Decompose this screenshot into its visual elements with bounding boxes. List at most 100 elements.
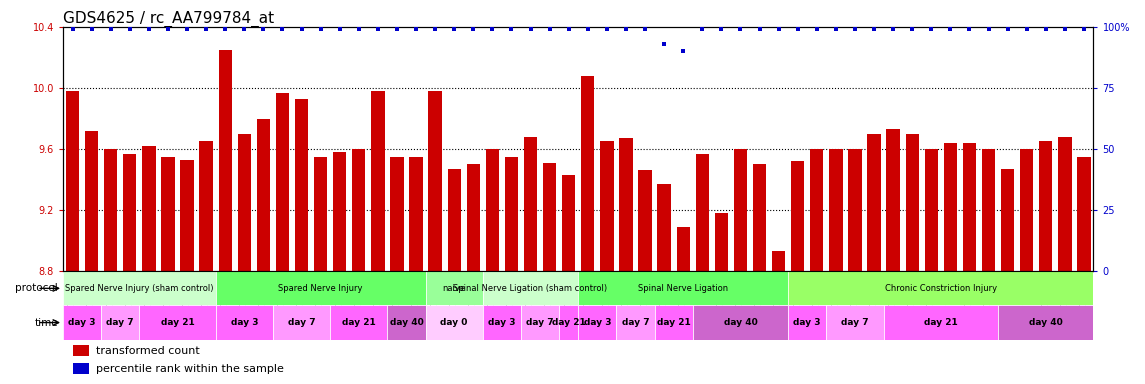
Text: day 40: day 40 [724, 318, 757, 327]
Bar [276, 93, 289, 384]
Text: Spared Nerve Injury (sham control): Spared Nerve Injury (sham control) [65, 284, 214, 293]
Point [750, 26, 768, 32]
Point [120, 26, 139, 32]
FancyBboxPatch shape [827, 305, 884, 340]
Text: percentile rank within the sample: percentile rank within the sample [96, 364, 284, 374]
Point [674, 48, 693, 55]
Bar [448, 169, 460, 384]
Point [846, 26, 864, 32]
Point [1075, 26, 1093, 32]
Point [140, 26, 158, 32]
Text: day 7: day 7 [106, 318, 134, 327]
FancyBboxPatch shape [273, 305, 330, 340]
Point [369, 26, 387, 32]
Text: day 7: day 7 [842, 318, 869, 327]
Bar [734, 149, 747, 384]
Bar [256, 119, 270, 384]
Bar [543, 163, 556, 384]
Text: day 21: day 21 [657, 318, 690, 327]
Bar [524, 137, 537, 384]
Text: day 21: day 21 [160, 318, 195, 327]
Point [503, 26, 521, 32]
Point [521, 26, 539, 32]
Bar [1001, 169, 1014, 384]
Point [483, 26, 502, 32]
Text: day 3: day 3 [488, 318, 515, 327]
Point [388, 26, 406, 32]
Bar [485, 149, 499, 384]
Point [655, 41, 673, 47]
Text: day 40: day 40 [1029, 318, 1063, 327]
FancyBboxPatch shape [330, 305, 387, 340]
Point [903, 26, 922, 32]
Point [426, 26, 444, 32]
Point [578, 26, 597, 32]
Bar [677, 227, 689, 384]
Text: day 3: day 3 [584, 318, 611, 327]
Bar [657, 184, 671, 384]
Point [732, 26, 750, 32]
Text: day 3: day 3 [230, 318, 258, 327]
Bar [829, 149, 843, 384]
Point [961, 26, 979, 32]
FancyBboxPatch shape [521, 305, 559, 340]
FancyBboxPatch shape [788, 305, 827, 340]
Point [349, 26, 368, 32]
FancyBboxPatch shape [140, 305, 215, 340]
Point [406, 26, 425, 32]
Bar [238, 134, 251, 384]
Text: day 40: day 40 [389, 318, 424, 327]
FancyBboxPatch shape [655, 305, 693, 340]
Bar [848, 149, 861, 384]
Bar [1077, 157, 1090, 384]
Text: naive: naive [443, 284, 466, 293]
Bar [639, 170, 652, 384]
FancyBboxPatch shape [483, 271, 578, 305]
Bar [104, 149, 117, 384]
Point [979, 26, 997, 32]
FancyBboxPatch shape [693, 305, 788, 340]
Text: day 3: day 3 [69, 318, 96, 327]
Point [1036, 26, 1055, 32]
Bar [868, 134, 881, 384]
FancyBboxPatch shape [483, 305, 521, 340]
Bar [428, 91, 442, 384]
Point [292, 26, 310, 32]
FancyBboxPatch shape [63, 305, 101, 340]
Point [235, 26, 253, 32]
Point [712, 26, 731, 32]
Bar [181, 160, 194, 384]
Bar [963, 143, 976, 384]
Bar [73, 345, 89, 356]
Bar [124, 154, 136, 384]
Point [464, 26, 482, 32]
FancyBboxPatch shape [578, 271, 788, 305]
Point [635, 26, 654, 32]
Bar [1058, 137, 1072, 384]
Bar [714, 213, 728, 384]
Point [82, 26, 101, 32]
Point [598, 26, 616, 32]
Text: Spinal Nerve Ligation: Spinal Nerve Ligation [638, 284, 728, 293]
Bar [390, 157, 403, 384]
Bar [600, 141, 614, 384]
FancyBboxPatch shape [387, 305, 426, 340]
Point [827, 26, 845, 32]
Point [177, 26, 196, 32]
Bar [142, 146, 156, 384]
Point [789, 26, 807, 32]
Point [864, 26, 883, 32]
Bar [505, 157, 518, 384]
Point [331, 26, 349, 32]
Bar [353, 149, 365, 384]
Text: day 0: day 0 [441, 318, 468, 327]
Point [254, 26, 273, 32]
Point [769, 26, 788, 32]
FancyBboxPatch shape [788, 271, 1093, 305]
Text: day 7: day 7 [527, 318, 554, 327]
Point [617, 26, 635, 32]
Bar [295, 99, 308, 384]
Point [941, 26, 960, 32]
FancyBboxPatch shape [215, 305, 273, 340]
FancyBboxPatch shape [616, 305, 655, 340]
